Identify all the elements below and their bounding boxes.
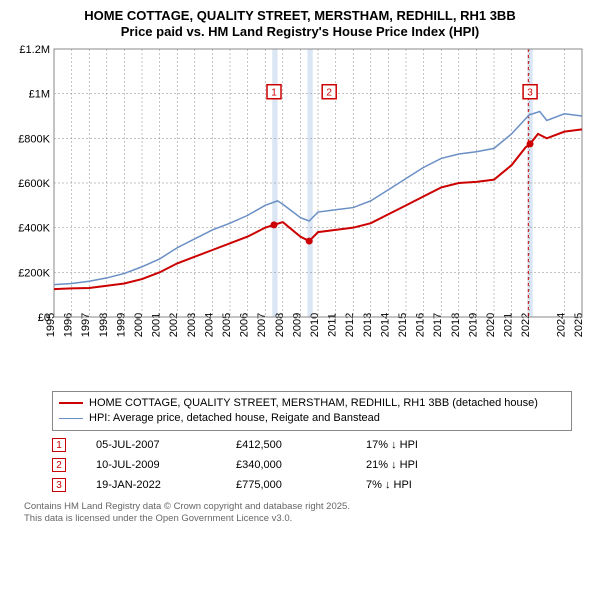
svg-text:1998: 1998 <box>98 312 110 336</box>
sale-price: £340,000 <box>236 459 336 471</box>
svg-text:2013: 2013 <box>362 312 374 336</box>
svg-text:2018: 2018 <box>450 312 462 336</box>
chart-container: HOME COTTAGE, QUALITY STREET, MERSTHAM, … <box>0 0 600 529</box>
svg-text:2008: 2008 <box>274 312 286 336</box>
svg-text:£800K: £800K <box>18 133 50 145</box>
svg-text:1997: 1997 <box>80 312 92 336</box>
legend-label-hpi: HPI: Average price, detached house, Reig… <box>89 411 380 426</box>
svg-text:3: 3 <box>527 87 533 98</box>
svg-text:2: 2 <box>326 87 332 98</box>
svg-text:2002: 2002 <box>168 312 180 336</box>
svg-text:2000: 2000 <box>133 312 145 336</box>
sale-date: 10-JUL-2009 <box>96 459 206 471</box>
legend: HOME COTTAGE, QUALITY STREET, MERSTHAM, … <box>52 391 572 432</box>
legend-label-price-paid: HOME COTTAGE, QUALITY STREET, MERSTHAM, … <box>89 396 538 411</box>
svg-text:£1.2M: £1.2M <box>19 45 50 56</box>
legend-swatch-hpi <box>59 418 83 419</box>
sale-vs-hpi: 7% ↓ HPI <box>366 479 496 491</box>
svg-text:2020: 2020 <box>485 312 497 336</box>
legend-swatch-price-paid <box>59 402 83 404</box>
svg-text:2022: 2022 <box>520 312 532 336</box>
svg-text:£0: £0 <box>38 312 50 324</box>
sale-marker-icon: 2 <box>52 458 66 472</box>
svg-text:2014: 2014 <box>379 312 391 336</box>
svg-text:2019: 2019 <box>467 312 479 336</box>
svg-text:2007: 2007 <box>256 312 268 336</box>
svg-text:2024: 2024 <box>555 312 567 336</box>
sale-vs-hpi: 17% ↓ HPI <box>366 439 496 451</box>
chart-plot: 1995199619971998199920002001200220032004… <box>12 45 588 385</box>
svg-text:2009: 2009 <box>291 312 303 336</box>
svg-text:2015: 2015 <box>397 312 409 336</box>
svg-text:2006: 2006 <box>239 312 251 336</box>
sale-price: £775,000 <box>236 479 336 491</box>
sales-table: 1 05-JUL-2007 £412,500 17% ↓ HPI 2 10-JU… <box>52 435 572 495</box>
sale-row: 1 05-JUL-2007 £412,500 17% ↓ HPI <box>52 435 572 455</box>
sale-date: 19-JAN-2022 <box>96 479 206 491</box>
svg-text:£400K: £400K <box>18 222 50 234</box>
svg-text:1996: 1996 <box>63 312 75 336</box>
attribution-footer: Contains HM Land Registry data © Crown c… <box>24 501 588 525</box>
sale-row: 3 19-JAN-2022 £775,000 7% ↓ HPI <box>52 475 572 495</box>
svg-text:£600K: £600K <box>18 178 50 190</box>
sale-vs-hpi: 21% ↓ HPI <box>366 459 496 471</box>
footer-line-1: Contains HM Land Registry data © Crown c… <box>24 501 588 513</box>
legend-item-price-paid: HOME COTTAGE, QUALITY STREET, MERSTHAM, … <box>59 396 565 411</box>
svg-text:2003: 2003 <box>186 312 198 336</box>
svg-text:2016: 2016 <box>415 312 427 336</box>
svg-text:2005: 2005 <box>221 312 233 336</box>
svg-text:2017: 2017 <box>432 312 444 336</box>
svg-text:2025: 2025 <box>573 312 585 336</box>
sale-marker-icon: 1 <box>52 438 66 452</box>
svg-text:£1M: £1M <box>29 88 50 100</box>
svg-text:£200K: £200K <box>18 267 50 279</box>
svg-text:1: 1 <box>271 87 277 98</box>
sale-date: 05-JUL-2007 <box>96 439 206 451</box>
svg-text:2021: 2021 <box>503 312 515 336</box>
sale-row: 2 10-JUL-2009 £340,000 21% ↓ HPI <box>52 455 572 475</box>
title-line-1: HOME COTTAGE, QUALITY STREET, MERSTHAM, … <box>12 8 588 24</box>
footer-line-2: This data is licensed under the Open Gov… <box>24 513 588 525</box>
title-line-2: Price paid vs. HM Land Registry's House … <box>12 24 588 40</box>
svg-text:2012: 2012 <box>344 312 356 336</box>
svg-text:2004: 2004 <box>203 312 215 336</box>
svg-text:1999: 1999 <box>115 312 127 336</box>
svg-text:2010: 2010 <box>309 312 321 336</box>
sale-marker-icon: 3 <box>52 478 66 492</box>
legend-item-hpi: HPI: Average price, detached house, Reig… <box>59 411 565 426</box>
svg-text:2001: 2001 <box>151 312 163 336</box>
sale-price: £412,500 <box>236 439 336 451</box>
title-block: HOME COTTAGE, QUALITY STREET, MERSTHAM, … <box>12 8 588 41</box>
